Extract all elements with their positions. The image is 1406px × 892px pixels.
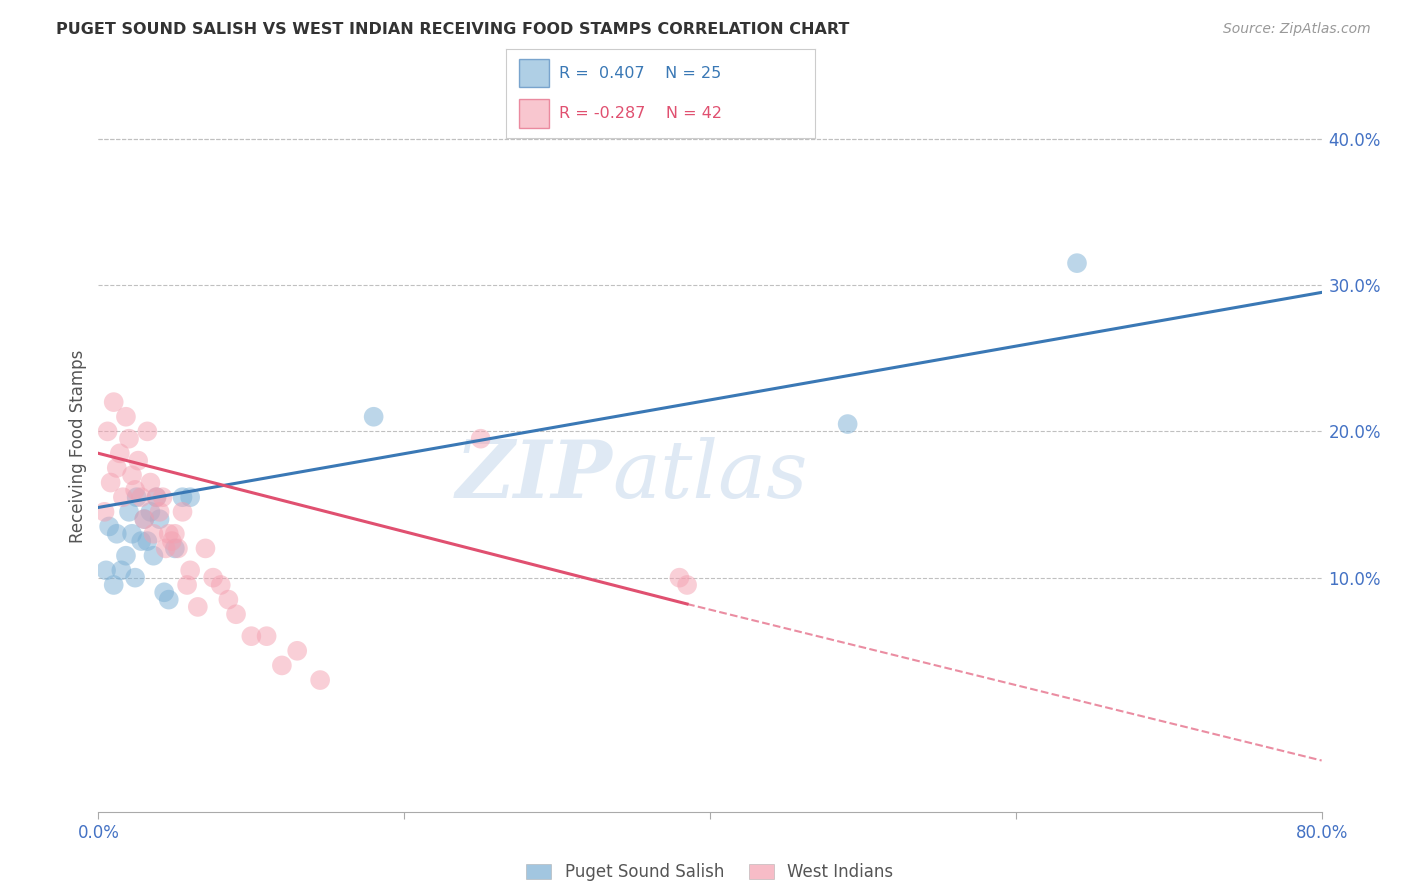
Point <box>225 607 247 622</box>
Point <box>157 592 180 607</box>
Point <box>115 409 138 424</box>
Point <box>134 512 156 526</box>
Point <box>155 541 177 556</box>
Point <box>103 395 125 409</box>
Point <box>285 644 308 658</box>
Point <box>676 578 699 592</box>
Point <box>110 563 132 577</box>
Point <box>160 534 183 549</box>
Point <box>94 563 117 577</box>
Point <box>134 512 156 526</box>
Point <box>124 571 146 585</box>
Point <box>668 571 690 585</box>
Point <box>115 549 138 563</box>
Point <box>202 571 225 585</box>
Text: R =  0.407    N = 25: R = 0.407 N = 25 <box>558 66 721 80</box>
Point <box>187 599 209 614</box>
Point <box>1066 256 1088 270</box>
Point <box>149 512 172 526</box>
Point <box>153 585 176 599</box>
Point <box>172 490 194 504</box>
Point <box>309 673 332 687</box>
Point <box>194 541 217 556</box>
Point <box>108 446 131 460</box>
Point <box>118 505 141 519</box>
Point <box>97 425 120 439</box>
FancyBboxPatch shape <box>519 99 550 128</box>
Point <box>256 629 278 643</box>
Point <box>98 519 121 533</box>
Point <box>124 483 146 497</box>
Point <box>139 505 162 519</box>
Text: PUGET SOUND SALISH VS WEST INDIAN RECEIVING FOOD STAMPS CORRELATION CHART: PUGET SOUND SALISH VS WEST INDIAN RECEIV… <box>56 22 849 37</box>
Point <box>176 578 198 592</box>
Point <box>217 592 239 607</box>
Point <box>142 549 165 563</box>
Point <box>139 475 162 490</box>
Point <box>470 432 492 446</box>
Text: ZIP: ZIP <box>456 436 612 514</box>
Point <box>129 534 152 549</box>
Point <box>136 534 159 549</box>
FancyBboxPatch shape <box>519 59 550 87</box>
Point <box>837 417 859 431</box>
Point <box>270 658 292 673</box>
Point <box>179 563 201 577</box>
Point <box>149 505 172 519</box>
Point <box>103 578 125 592</box>
Point <box>363 409 385 424</box>
Point <box>127 453 149 467</box>
Legend: Puget Sound Salish, West Indians: Puget Sound Salish, West Indians <box>520 856 900 888</box>
Point <box>129 490 152 504</box>
Point <box>172 505 194 519</box>
Point <box>167 541 190 556</box>
Y-axis label: Receiving Food Stamps: Receiving Food Stamps <box>69 350 87 542</box>
Text: Source: ZipAtlas.com: Source: ZipAtlas.com <box>1223 22 1371 37</box>
Point <box>100 475 122 490</box>
Point <box>125 490 148 504</box>
Point <box>163 526 186 541</box>
Point <box>145 490 167 504</box>
Point <box>121 468 143 483</box>
Text: atlas: atlas <box>612 436 807 514</box>
Point <box>179 490 201 504</box>
Text: R = -0.287    N = 42: R = -0.287 N = 42 <box>558 106 721 120</box>
Point <box>93 505 115 519</box>
Point <box>157 526 180 541</box>
Point <box>121 526 143 541</box>
Point <box>136 425 159 439</box>
Point <box>118 432 141 446</box>
Point <box>105 461 128 475</box>
Point <box>209 578 232 592</box>
Point <box>142 526 165 541</box>
Point <box>111 490 134 504</box>
Point <box>145 490 167 504</box>
Point <box>105 526 128 541</box>
Point <box>152 490 174 504</box>
Point <box>240 629 263 643</box>
Point <box>163 541 186 556</box>
